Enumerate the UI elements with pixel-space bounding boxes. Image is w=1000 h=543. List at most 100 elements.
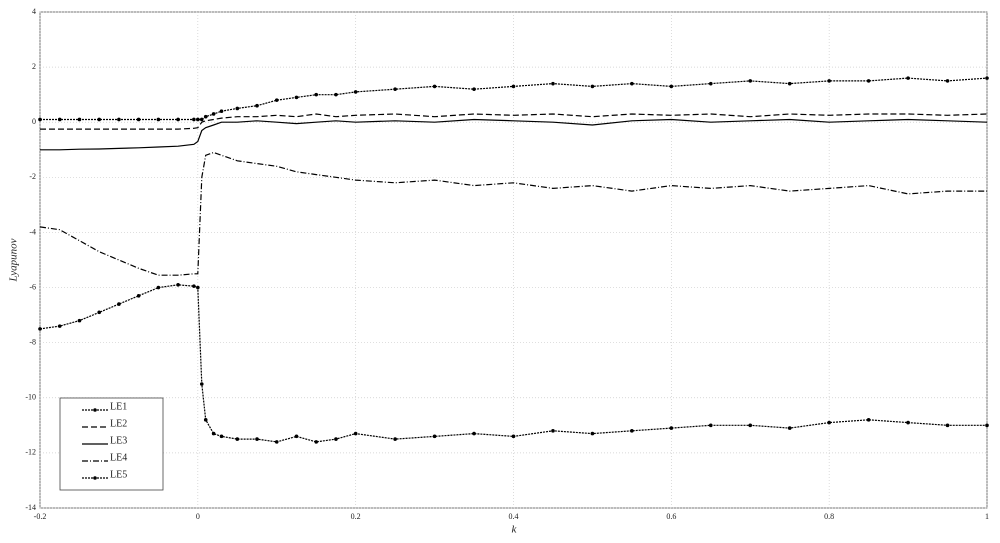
- series-marker: [827, 420, 831, 425]
- x-tick-label: 0.2: [351, 512, 361, 521]
- series-marker: [472, 431, 476, 436]
- series-marker: [630, 81, 634, 86]
- series-marker: [708, 81, 713, 86]
- y-tick-label: -2: [29, 172, 36, 181]
- series-marker: [669, 426, 674, 430]
- series-marker: [787, 81, 792, 86]
- series-marker: [630, 429, 634, 433]
- series-marker: [827, 79, 831, 83]
- series-marker: [38, 117, 42, 122]
- series-marker: [235, 437, 240, 441]
- series-marker: [199, 382, 204, 386]
- series-marker: [945, 79, 950, 83]
- legend-marker: [93, 408, 97, 412]
- series-marker: [511, 84, 516, 89]
- y-tick-label: 2: [32, 62, 36, 71]
- x-tick-label: -0.2: [34, 512, 47, 521]
- series-marker: [219, 109, 224, 113]
- series-marker: [511, 434, 516, 439]
- legend-box: [59, 397, 164, 491]
- y-tick-label: -6: [29, 282, 36, 291]
- series-marker: [57, 324, 62, 328]
- series-marker: [866, 79, 871, 83]
- y-tick-label: -4: [29, 227, 36, 236]
- series-marker: [196, 117, 200, 122]
- series-marker: [353, 90, 358, 94]
- series-marker: [551, 81, 555, 86]
- x-tick-label: 0.6: [666, 512, 676, 521]
- series-marker: [748, 79, 753, 83]
- series-marker: [176, 117, 180, 122]
- series-marker: [57, 117, 62, 122]
- y-tick-label: -14: [25, 503, 36, 512]
- series-marker: [192, 117, 196, 122]
- series-marker: [472, 87, 476, 91]
- series-marker: [274, 440, 279, 444]
- series-line: [40, 118, 988, 151]
- series-marker: [432, 84, 437, 89]
- x-tick-label: 0: [196, 512, 200, 521]
- series-marker: [393, 87, 397, 91]
- series-marker: [136, 294, 141, 298]
- series-marker: [787, 426, 792, 430]
- x-tick-label: 0.4: [509, 512, 519, 521]
- series-marker: [219, 434, 224, 439]
- series-marker: [945, 423, 950, 428]
- series-marker: [748, 423, 753, 428]
- series-marker: [985, 76, 989, 80]
- series-marker: [199, 117, 204, 122]
- series-marker: [211, 112, 216, 116]
- series-marker: [77, 318, 82, 323]
- series-marker: [235, 106, 240, 111]
- x-tick-label: 1: [985, 512, 989, 521]
- series-marker: [906, 420, 910, 425]
- series-line: [39, 151, 987, 276]
- series-marker: [314, 92, 319, 97]
- series-marker: [255, 437, 259, 441]
- y-tick-label: -12: [25, 448, 36, 457]
- series-marker: [551, 429, 555, 433]
- series-marker: [432, 434, 437, 439]
- legend-label: LE5: [110, 469, 127, 480]
- series-marker: [294, 434, 299, 439]
- series-marker: [393, 437, 397, 441]
- series-marker: [117, 117, 121, 122]
- series-marker: [38, 327, 42, 331]
- legend-label: LE2: [110, 418, 127, 429]
- legend-label: LE4: [110, 452, 127, 463]
- series-marker: [97, 310, 101, 315]
- series-marker: [192, 284, 196, 288]
- series-line: [40, 113, 988, 130]
- series-marker: [334, 92, 338, 97]
- series-marker: [334, 437, 338, 441]
- y-tick-label: -10: [25, 393, 36, 402]
- series-marker: [196, 285, 200, 290]
- series-marker: [866, 418, 871, 422]
- series-marker: [274, 98, 279, 102]
- series-marker: [708, 423, 713, 428]
- series-marker: [203, 418, 208, 422]
- series-marker: [294, 95, 299, 100]
- series-marker: [669, 84, 674, 89]
- series-marker: [136, 117, 141, 122]
- series-marker: [156, 117, 161, 122]
- series-marker: [117, 302, 121, 306]
- series-marker: [156, 285, 161, 290]
- series-marker: [255, 103, 259, 108]
- legend-marker: [93, 476, 97, 480]
- series-marker: [97, 117, 101, 122]
- series-marker: [353, 431, 358, 436]
- series-marker: [77, 117, 82, 122]
- series-marker: [176, 283, 180, 287]
- y-tick-label: 0: [32, 117, 36, 126]
- y-tick-label: 4: [32, 7, 36, 16]
- legend-label: LE3: [110, 435, 127, 446]
- legend-label: LE1: [110, 401, 127, 412]
- series-marker: [906, 76, 910, 80]
- series-marker: [590, 84, 595, 89]
- series-marker: [314, 440, 319, 444]
- series-marker: [211, 431, 216, 436]
- y-tick-label: -8: [29, 337, 36, 346]
- series-marker: [203, 114, 208, 119]
